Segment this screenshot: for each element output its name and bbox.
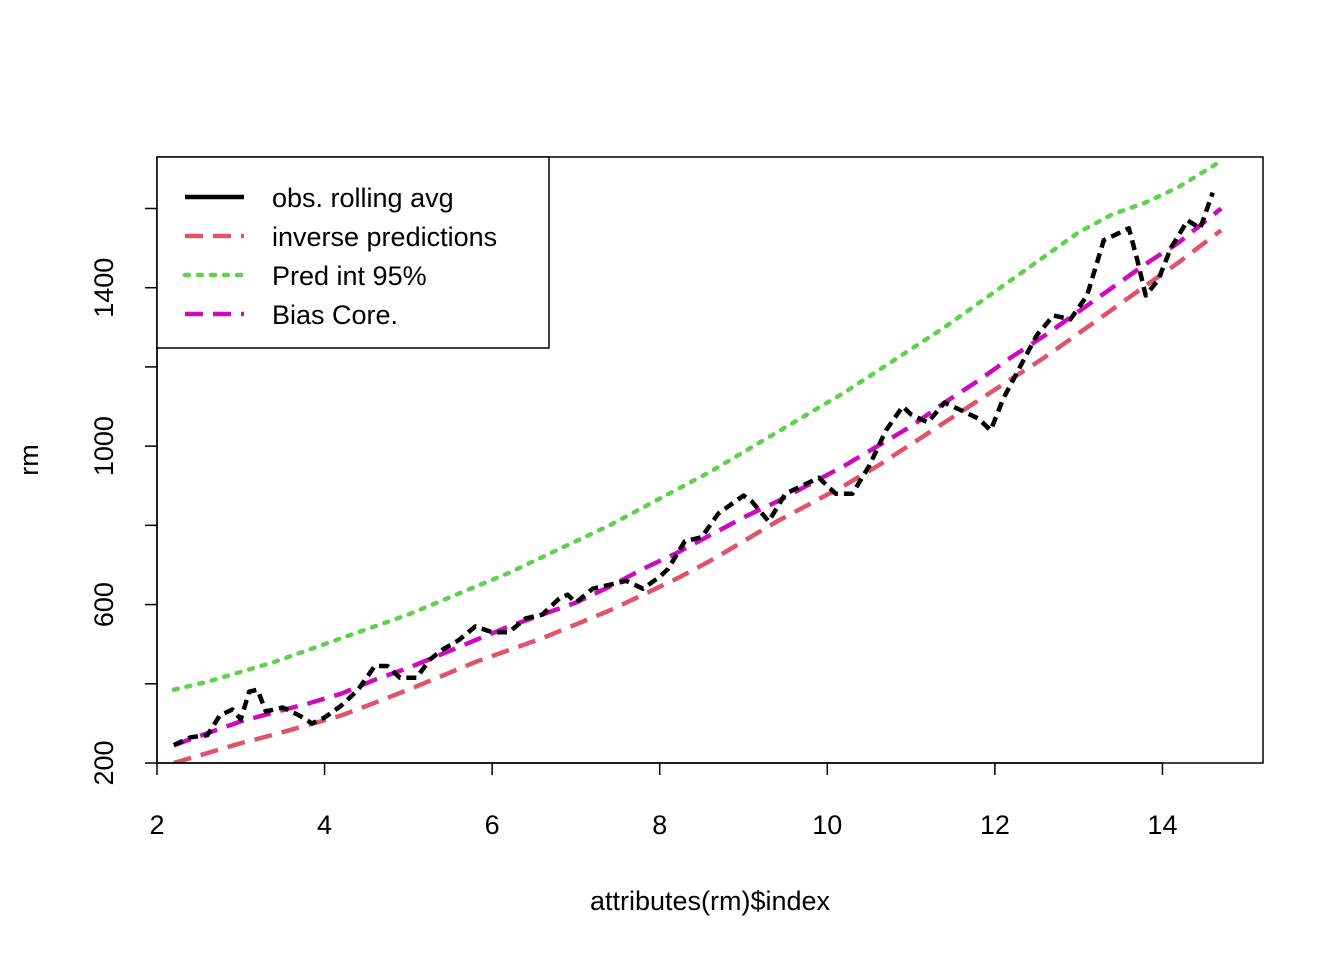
series-line-0	[172, 191, 1215, 748]
legend-label: Pred int 95%	[272, 261, 427, 291]
series-layer	[171, 158, 1224, 763]
legend: obs. rolling avg inverse predictions Pred …	[156, 156, 550, 349]
legend-label: Bias Core.	[272, 300, 398, 330]
x-axis-label: attributes(rm)$index	[590, 886, 831, 916]
series-line-1	[173, 228, 1223, 763]
y-tick-label: 600	[89, 582, 119, 627]
series-line-2	[171, 158, 1224, 692]
x-tick-label: 12	[980, 810, 1010, 840]
y-tick-label: 1400	[89, 258, 119, 318]
x-tick-label: 6	[485, 810, 500, 840]
legend-label: obs. rolling avg	[272, 183, 454, 213]
x-tick-label: 8	[652, 810, 667, 840]
y-tick-label: 200	[89, 740, 119, 785]
y-axis-label: rm	[14, 444, 44, 475]
x-tick-label: 4	[317, 810, 332, 840]
legend-label: inverse predictions	[272, 222, 497, 252]
series-line-3	[173, 206, 1223, 748]
x-tick-label: 2	[149, 810, 164, 840]
x-tick-label: 10	[812, 810, 842, 840]
x-axis: 2 4 6 8 10 12 14	[149, 762, 1177, 840]
y-tick-label: 1000	[89, 416, 119, 476]
x-tick-label: 14	[1147, 810, 1177, 840]
